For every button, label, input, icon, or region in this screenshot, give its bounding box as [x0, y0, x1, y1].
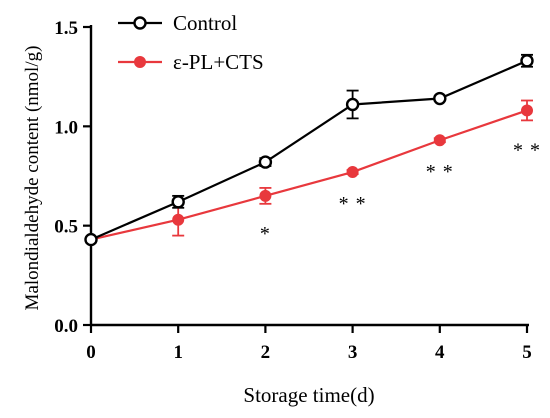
legend-item-treatment: ε-PL+CTS: [118, 50, 264, 74]
x-axis-label: Storage time(d): [243, 383, 374, 407]
x-tick-label: 0: [86, 342, 96, 363]
y-tick-label: 1.5: [54, 18, 78, 39]
x-tick-label: 4: [435, 342, 445, 363]
legend: Control ε-PL+CTS: [118, 11, 264, 74]
data-point-control: [84, 232, 98, 247]
y-axis-ticks: 0.0 0.5 1.0 1.5: [54, 18, 91, 337]
series-line-control: [90, 59, 528, 241]
data-point-control: [433, 91, 447, 106]
data-point-treatment: [521, 104, 533, 117]
data-point-treatment: [433, 134, 446, 147]
y-tick-label: 1.0: [54, 117, 78, 138]
data-point-control: [258, 155, 273, 169]
x-tick-label: 5: [522, 342, 532, 363]
data-point-control: [345, 97, 360, 112]
legend-control-label: Control: [173, 11, 237, 35]
significance-marker: * *: [339, 193, 367, 215]
significance-marker: *: [260, 223, 271, 245]
y-tick-label: 0.5: [54, 217, 78, 238]
x-tick-label: 3: [348, 342, 358, 363]
x-tick-label: 2: [261, 342, 271, 363]
legend-treatment-marker: [134, 56, 146, 68]
data-point-control: [520, 54, 534, 68]
legend-item-control: Control: [118, 11, 237, 35]
series-control: [84, 53, 534, 247]
significance-annotations: * * * * * * *: [260, 139, 541, 245]
x-tick-label: 1: [173, 342, 183, 363]
significance-marker: * *: [513, 139, 541, 161]
y-tick-label: 0.0: [54, 316, 78, 337]
legend-control-marker: [133, 16, 147, 30]
y-axis-label: Malondialdehyde content (nmol/g): [22, 46, 43, 311]
series-line-treatment: [90, 109, 528, 241]
data-point-treatment: [172, 213, 185, 226]
data-point-control: [171, 195, 185, 209]
data-point-treatment: [346, 166, 359, 179]
series-treatment: [85, 99, 533, 246]
series-layer: [84, 53, 534, 247]
axes: [89, 25, 529, 327]
significance-marker: * *: [426, 161, 454, 183]
data-point-treatment: [259, 189, 272, 202]
legend-treatment-label: ε-PL+CTS: [173, 50, 264, 74]
x-axis-ticks: 0 1 2 3 4 5: [86, 325, 532, 363]
